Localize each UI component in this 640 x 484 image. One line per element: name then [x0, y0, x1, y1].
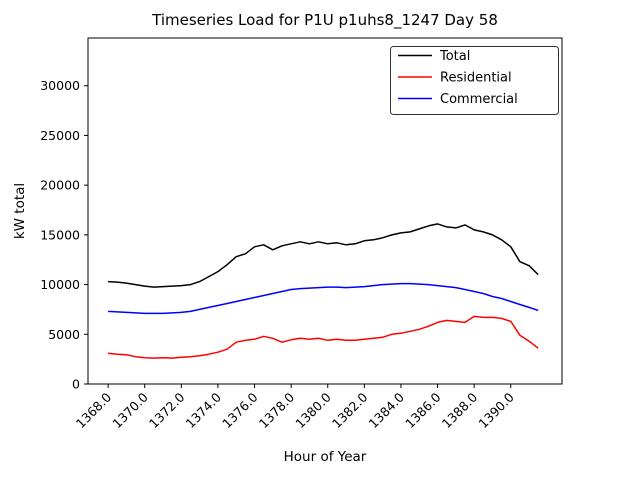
y-tick-label: 20000	[40, 178, 80, 193]
y-tick-label: 10000	[40, 277, 80, 292]
y-tick-label: 25000	[40, 128, 80, 143]
x-tick-label: 1386.0	[402, 389, 444, 431]
series-line-total	[108, 223, 539, 288]
y-tick-label: 5000	[48, 327, 80, 342]
series-line-commercial	[108, 282, 539, 315]
y-axis-ticks: 0 5000 10000 15000 20000 25000 30000	[40, 78, 88, 392]
x-tick-label: 1374.0	[183, 389, 225, 431]
x-tick-label: 1376.0	[219, 389, 261, 431]
y-tick-label: 30000	[40, 78, 80, 93]
x-axis-ticks: 1368.01370.01372.01374.01376.01378.01380…	[73, 384, 517, 431]
y-axis-label: kW total	[12, 183, 28, 239]
x-tick-label: 1378.0	[256, 389, 298, 431]
x-axis-label: Hour of Year	[284, 449, 367, 465]
legend: Total Residential Commercial	[390, 46, 559, 115]
x-tick-label: 1382.0	[329, 389, 371, 431]
x-tick-label: 1388.0	[439, 389, 481, 431]
x-tick-label: 1368.0	[73, 389, 115, 431]
y-tick-label: 15000	[40, 227, 80, 242]
plot-area-border	[87, 37, 563, 385]
legend-label-residential: Residential	[440, 71, 512, 86]
series-line-residential	[108, 315, 539, 359]
legend-label-commercial: Commercial	[440, 92, 518, 107]
legend-box	[390, 46, 559, 115]
x-tick-label: 1372.0	[146, 389, 188, 431]
x-tick-label: 1390.0	[475, 389, 517, 431]
x-tick-label: 1370.0	[109, 389, 151, 431]
legend-items: Total Residential Commercial	[398, 49, 518, 107]
data-series	[108, 223, 539, 359]
y-tick-label: 0	[72, 377, 80, 392]
chart-title: Timeseries Load for P1U p1uhs8_1247 Day …	[151, 11, 498, 30]
x-tick-label: 1380.0	[292, 389, 334, 431]
x-tick-label: 1384.0	[366, 389, 408, 431]
legend-label-total: Total	[439, 49, 470, 64]
